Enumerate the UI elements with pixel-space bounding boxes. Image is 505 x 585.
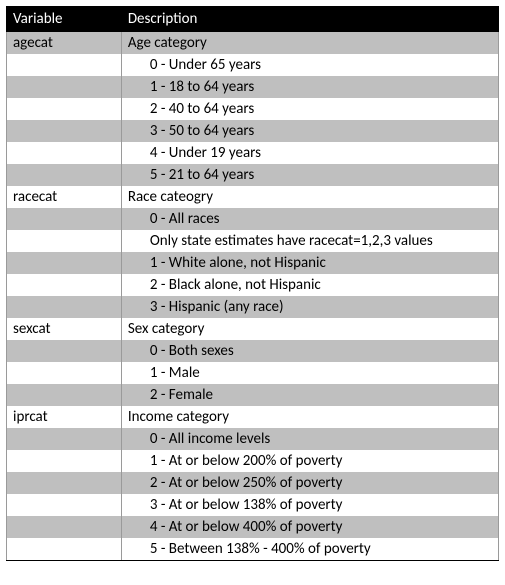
table-row: iprcatIncome category bbox=[7, 406, 499, 428]
cell-variable: iprcat bbox=[7, 406, 122, 428]
variable-description-table: Variable Description agecatAge category0… bbox=[6, 6, 499, 561]
table-row: 1 - At or below 200% of poverty bbox=[7, 450, 499, 472]
cell-variable: sexcat bbox=[7, 318, 122, 340]
table-row: 3 - Hispanic (any race) bbox=[7, 296, 499, 318]
cell-description: 0 - Both sexes bbox=[121, 340, 498, 362]
table-row: 5 - Between 138% - 400% of poverty bbox=[7, 538, 499, 561]
cell-variable: racecat bbox=[7, 186, 122, 208]
cell-description: 2 - At or below 250% of poverty bbox=[121, 472, 498, 494]
cell-description: 2 - Female bbox=[121, 384, 498, 406]
cell-variable bbox=[7, 296, 122, 318]
cell-description: 1 - Male bbox=[121, 362, 498, 384]
cell-variable bbox=[7, 538, 122, 561]
cell-variable bbox=[7, 384, 122, 406]
cell-variable bbox=[7, 230, 122, 252]
table-row: 5 - 21 to 64 years bbox=[7, 164, 499, 186]
cell-description: 3 - At or below 138% of poverty bbox=[121, 494, 498, 516]
table-row: 0 - All races bbox=[7, 208, 499, 230]
cell-description: 2 - Black alone, not Hispanic bbox=[121, 274, 498, 296]
table-row: 3 - At or below 138% of poverty bbox=[7, 494, 499, 516]
cell-variable bbox=[7, 252, 122, 274]
table-row: 0 - All income levels bbox=[7, 428, 499, 450]
cell-variable bbox=[7, 120, 122, 142]
table-row: 1 - White alone, not Hispanic bbox=[7, 252, 499, 274]
cell-variable bbox=[7, 362, 122, 384]
cell-variable: agecat bbox=[7, 32, 122, 55]
table-row: 1 - Male bbox=[7, 362, 499, 384]
cell-variable bbox=[7, 142, 122, 164]
cell-description: 3 - Hispanic (any race) bbox=[121, 296, 498, 318]
table-row: agecatAge category bbox=[7, 32, 499, 55]
cell-description: 5 - 21 to 64 years bbox=[121, 164, 498, 186]
table-row: 4 - Under 19 years bbox=[7, 142, 499, 164]
cell-description: 0 - All income levels bbox=[121, 428, 498, 450]
table-row: Only state estimates have racecat=1,2,3 … bbox=[7, 230, 499, 252]
cell-description: Race cateogry bbox=[121, 186, 498, 208]
table-row: 4 - At or below 400% of poverty bbox=[7, 516, 499, 538]
cell-description: 4 - Under 19 years bbox=[121, 142, 498, 164]
table-row: 2 - 40 to 64 years bbox=[7, 98, 499, 120]
table-row: racecatRace cateogry bbox=[7, 186, 499, 208]
cell-variable bbox=[7, 428, 122, 450]
cell-variable bbox=[7, 208, 122, 230]
cell-description: 0 - Under 65 years bbox=[121, 54, 498, 76]
cell-variable bbox=[7, 98, 122, 120]
cell-description: Age category bbox=[121, 32, 498, 55]
cell-description: 1 - 18 to 64 years bbox=[121, 76, 498, 98]
cell-variable bbox=[7, 450, 122, 472]
table-row: 2 - At or below 250% of poverty bbox=[7, 472, 499, 494]
cell-variable bbox=[7, 76, 122, 98]
header-variable: Variable bbox=[7, 7, 122, 32]
table-row: 0 - Both sexes bbox=[7, 340, 499, 362]
table-body: agecatAge category0 - Under 65 years1 - … bbox=[7, 32, 499, 561]
cell-variable bbox=[7, 494, 122, 516]
table-row: sexcatSex category bbox=[7, 318, 499, 340]
table-row: 2 - Black alone, not Hispanic bbox=[7, 274, 499, 296]
cell-description: 1 - At or below 200% of poverty bbox=[121, 450, 498, 472]
cell-variable bbox=[7, 340, 122, 362]
header-description: Description bbox=[121, 7, 498, 32]
cell-description: 4 - At or below 400% of poverty bbox=[121, 516, 498, 538]
cell-description: 2 - 40 to 64 years bbox=[121, 98, 498, 120]
cell-description: 3 - 50 to 64 years bbox=[121, 120, 498, 142]
cell-description: 0 - All races bbox=[121, 208, 498, 230]
cell-description: 1 - White alone, not Hispanic bbox=[121, 252, 498, 274]
cell-description: Only state estimates have racecat=1,2,3 … bbox=[121, 230, 498, 252]
cell-description: Income category bbox=[121, 406, 498, 428]
table-header-row: Variable Description bbox=[7, 7, 499, 32]
cell-variable bbox=[7, 54, 122, 76]
cell-variable bbox=[7, 274, 122, 296]
table-row: 3 - 50 to 64 years bbox=[7, 120, 499, 142]
table-row: 0 - Under 65 years bbox=[7, 54, 499, 76]
table-row: 1 - 18 to 64 years bbox=[7, 76, 499, 98]
cell-description: 5 - Between 138% - 400% of poverty bbox=[121, 538, 498, 561]
cell-variable bbox=[7, 472, 122, 494]
cell-variable bbox=[7, 516, 122, 538]
table-row: 2 - Female bbox=[7, 384, 499, 406]
cell-variable bbox=[7, 164, 122, 186]
cell-description: Sex category bbox=[121, 318, 498, 340]
